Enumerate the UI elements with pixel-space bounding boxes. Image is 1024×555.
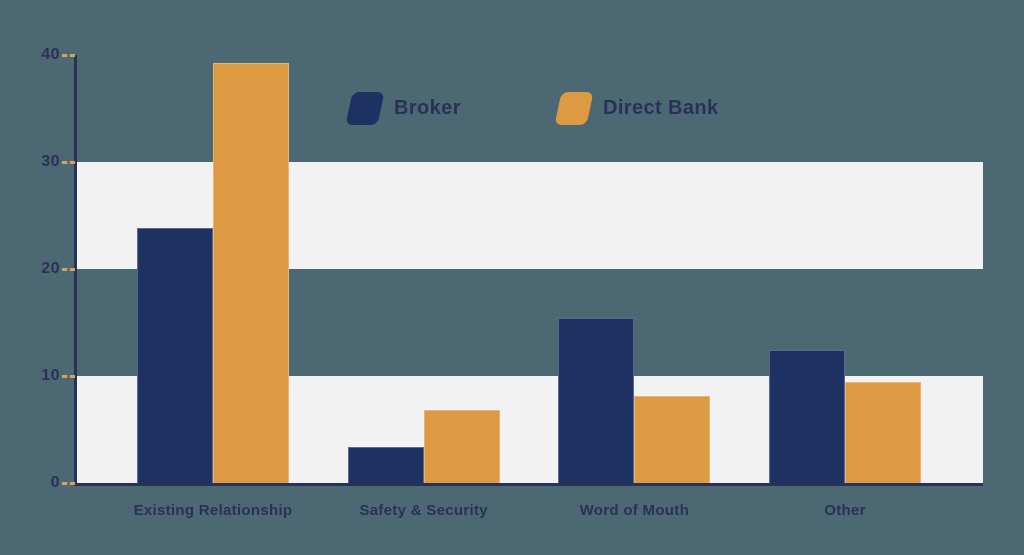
y-tick-mark-20	[62, 268, 75, 271]
y-tick-mark-40	[62, 54, 75, 57]
plot-area	[77, 55, 983, 483]
y-tick-label-30: 30	[41, 153, 60, 170]
legend-item-broker: Broker	[345, 92, 461, 125]
x-axis	[74, 483, 983, 486]
y-tick-mark-10	[62, 375, 75, 378]
y-tick-label-40: 40	[41, 46, 60, 63]
x-category-label-other: Other	[824, 502, 866, 519]
bar-broker-other	[769, 350, 845, 483]
bar-direct-bank-word-of-mouth	[634, 396, 711, 483]
bar-broker-safety-security	[347, 446, 424, 483]
bar-broker-existing-relationship	[137, 228, 213, 483]
bar-direct-bank-existing-relationship	[213, 62, 289, 483]
y-tick-mark-30	[62, 161, 75, 164]
y-tick-label-10: 10	[41, 367, 60, 384]
bar-direct-bank-safety-security	[423, 410, 500, 483]
legend-label-direct-bank: Direct Bank	[603, 97, 719, 119]
legend-swatch-broker	[345, 92, 385, 125]
x-category-label-existing-relationship: Existing Relationship	[133, 502, 293, 519]
legend-item-direct-bank: Direct Bank	[554, 92, 719, 125]
x-category-label-safety-security: Safety & Security	[359, 502, 488, 519]
y-tick-label-0: 0	[50, 474, 60, 491]
x-category-label-word-of-mouth: Word of Mouth	[579, 502, 690, 519]
legend-swatch-direct-bank	[554, 92, 594, 125]
y-axis	[74, 55, 77, 486]
y-tick-mark-0	[62, 482, 75, 485]
bar-broker-word-of-mouth	[558, 318, 635, 483]
bar-direct-bank-other	[845, 382, 921, 483]
legend-label-broker: Broker	[394, 97, 461, 119]
y-tick-label-20: 20	[41, 260, 60, 277]
